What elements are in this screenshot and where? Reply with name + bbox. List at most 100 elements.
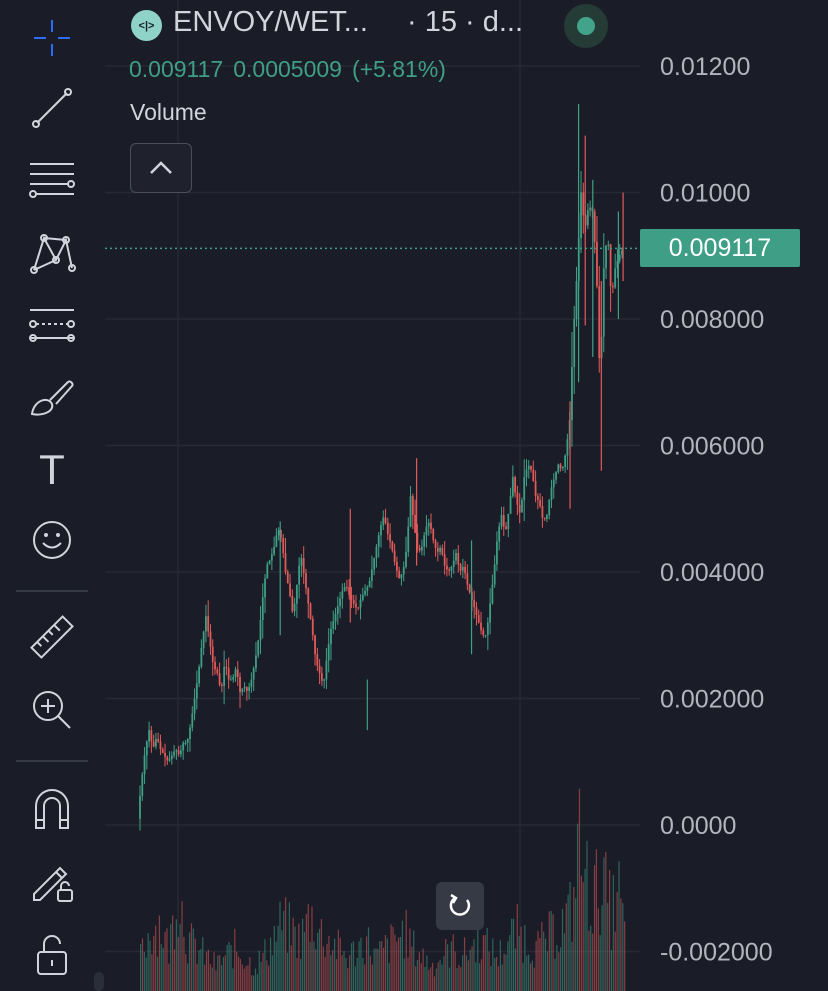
candle-body: [341, 590, 344, 599]
volume-bar: [539, 938, 541, 991]
candle-body: [359, 599, 362, 608]
trend-line-tool-button[interactable]: [22, 78, 82, 138]
volume-bar: [526, 955, 528, 991]
candle-body: [509, 496, 512, 514]
horizontal-lines-tool-button[interactable]: [22, 150, 82, 210]
volume-bar: [341, 955, 343, 991]
symbol-name[interactable]: ENVOY/WET...: [173, 6, 368, 38]
pattern-icon: [30, 234, 76, 274]
toolbar-scrollbar[interactable]: [94, 972, 104, 991]
volume-bar: [377, 949, 379, 991]
candle-body: [607, 244, 610, 246]
candle-body: [480, 622, 482, 631]
brush-tool-button[interactable]: [22, 366, 82, 426]
candle-body: [166, 756, 169, 761]
candle-body: [252, 668, 255, 680]
last-price-value: 0.009117: [129, 56, 224, 82]
text-tool-button[interactable]: T: [22, 438, 82, 498]
volume-bar: [187, 963, 189, 991]
ruler-tool-button[interactable]: [22, 608, 82, 668]
candle-body: [514, 477, 517, 493]
volume-bar: [332, 950, 334, 991]
candle-body: [409, 496, 412, 527]
candle-body: [191, 713, 194, 728]
volume-bar: [166, 928, 168, 991]
volume-bar: [158, 915, 161, 991]
candle-body: [380, 525, 382, 536]
volume-bar: [254, 968, 257, 991]
candle-body: [355, 603, 357, 608]
volume-bar: [495, 956, 498, 991]
volume-bar: [528, 954, 530, 991]
forecast-tool-button[interactable]: [22, 294, 82, 354]
volume-bar: [266, 960, 268, 991]
y-tick-label: -0.002000: [660, 939, 773, 967]
volume-bar: [569, 882, 571, 991]
candle-body: [182, 742, 185, 751]
candle-body: [555, 472, 557, 480]
y-tick-label: 0.01000: [660, 180, 750, 208]
candle-body: [582, 192, 585, 216]
chart-area[interactable]: 0.01200 0.01000 0.008000 0.006000 0.004000 0.…: [105, 0, 828, 991]
volume-bar: [162, 947, 164, 991]
candle-body: [407, 526, 410, 552]
volume-bar: [590, 925, 592, 991]
candle-body: [586, 210, 589, 226]
magnet-tool-button[interactable]: [22, 778, 82, 838]
emoji-tool-button[interactable]: [22, 510, 82, 570]
candle-body: [286, 572, 289, 584]
price-change: 0.0005009: [233, 56, 342, 82]
volume-bar: [358, 941, 360, 991]
pattern-tool-button[interactable]: [22, 222, 82, 282]
volume-bar: [399, 936, 402, 991]
candle-body: [295, 584, 298, 604]
candle-body: [334, 613, 337, 622]
volume-indicator-label[interactable]: Volume: [130, 99, 207, 125]
volume-bar: [279, 901, 281, 991]
y-tick-label: 0.004000: [660, 559, 764, 587]
candle-body: [250, 679, 253, 688]
candle-body: [500, 515, 503, 527]
volume-bar: [448, 967, 451, 991]
market-status-button[interactable]: [564, 4, 608, 48]
candle-body: [532, 469, 535, 481]
volume-bar: [622, 903, 624, 991]
candle-body: [180, 750, 182, 755]
crosshair-tool-button[interactable]: [22, 8, 82, 68]
zoom-in-tool-button[interactable]: [22, 680, 82, 740]
candle-body: [559, 464, 562, 469]
candle-body: [141, 774, 144, 796]
candle-body: [314, 635, 316, 655]
lock-drawings-icon: [33, 866, 73, 902]
candle-body: [502, 515, 505, 527]
volume-bar: [200, 949, 202, 991]
volume-bar: [249, 957, 251, 991]
price-chart[interactable]: 0.01200 0.01000 0.008000 0.006000 0.004000 0.…: [105, 0, 828, 991]
candle-body: [305, 573, 307, 589]
volume-bar: [147, 933, 149, 991]
interval-label[interactable]: · 15 · d...: [407, 6, 524, 38]
lock-drawings-tool-button[interactable]: [22, 850, 82, 910]
candle-body: [248, 687, 251, 691]
volume-bar: [543, 931, 545, 991]
candle-body: [280, 530, 282, 538]
volume-bar: [441, 964, 443, 991]
candle-body: [609, 244, 612, 287]
candle-body: [614, 268, 617, 288]
volume-bar: [592, 933, 594, 991]
symbol-logo[interactable]: <|>: [131, 10, 162, 41]
candle-body: [436, 547, 439, 552]
candle-body: [348, 587, 351, 595]
lock-tool-button[interactable]: [22, 924, 82, 984]
volume-bar: [205, 951, 208, 991]
candle-body: [284, 553, 287, 572]
volume-bar: [411, 946, 413, 991]
reset-chart-button[interactable]: [436, 882, 484, 930]
collapse-indicators-button[interactable]: [130, 143, 192, 193]
candle-body: [275, 535, 278, 547]
candle-body: [389, 534, 391, 542]
candle-body: [220, 684, 223, 686]
volume-bar: [296, 957, 298, 991]
volume-bar: [175, 919, 177, 991]
price-axis: 0.01200 0.01000 0.008000 0.006000 0.004000 0.…: [660, 53, 773, 967]
